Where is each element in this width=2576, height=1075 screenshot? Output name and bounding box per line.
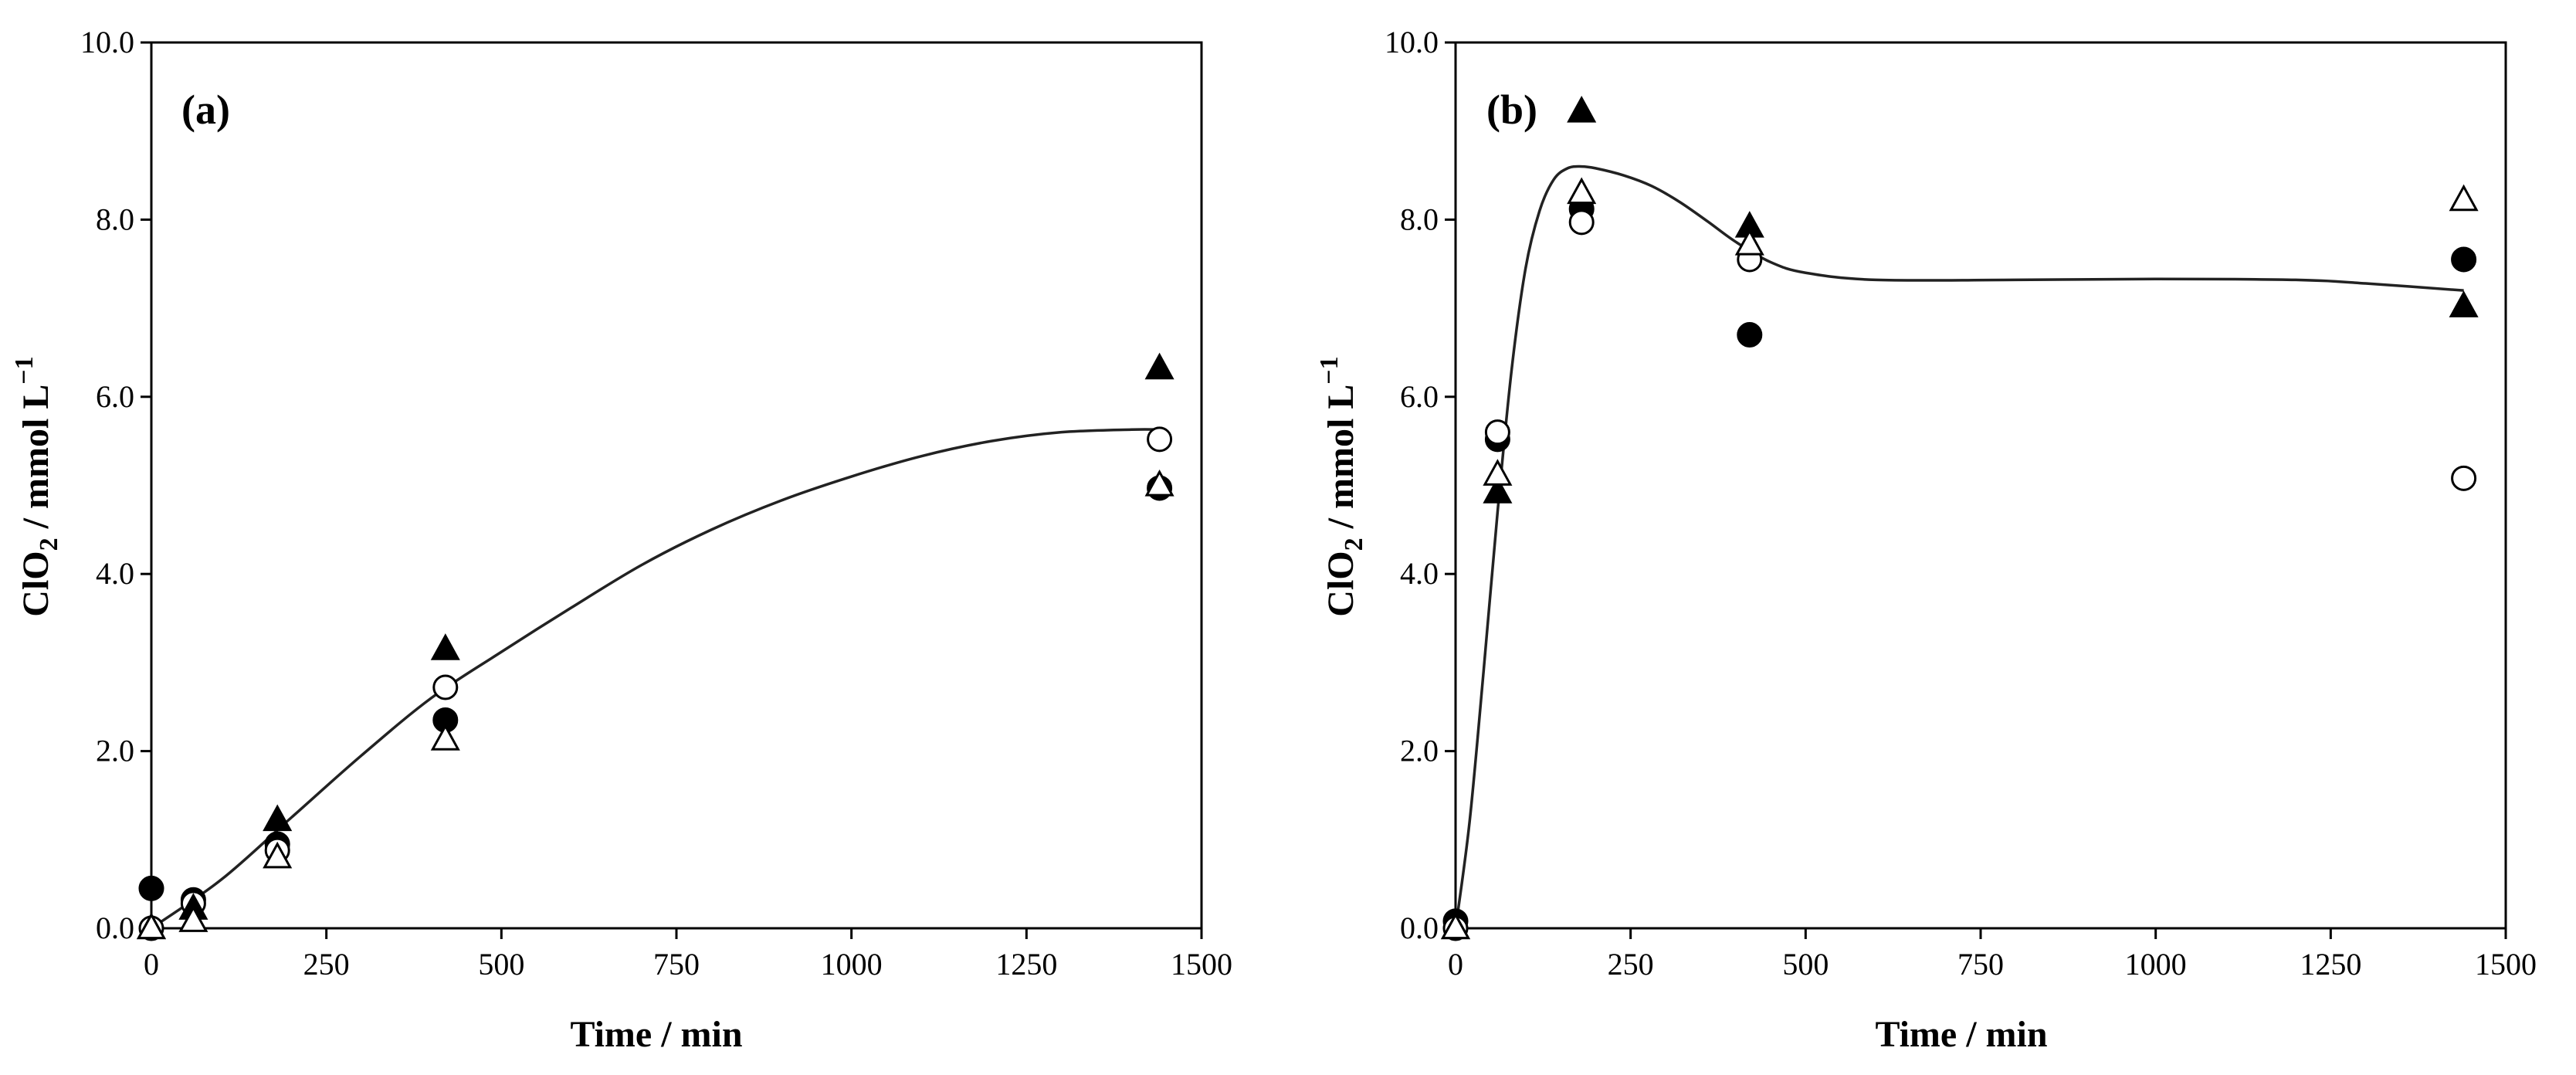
x-tick-label: 250	[1608, 947, 1654, 982]
open-triangle-point	[430, 724, 460, 751]
y-tick-label: 4.0	[1400, 556, 1439, 591]
x-axis-title: Time / min	[1875, 1014, 2047, 1055]
open-triangle-point	[2449, 184, 2479, 212]
x-tick-label: 500	[478, 947, 524, 982]
open-triangle-point	[136, 912, 167, 940]
open-circle-point	[432, 674, 459, 700]
filled-circle-point	[1737, 322, 1763, 348]
open-circle-point	[1484, 419, 1510, 446]
x-tick-label: 0	[144, 947, 159, 982]
y-axis-title-subscript: 2	[35, 538, 63, 551]
y-axis-title: ClO2 / mmol L−1	[1315, 356, 1368, 616]
y-axis-title-unit: / mmol L	[15, 385, 56, 538]
y-tick-label: 8.0	[1400, 202, 1439, 236]
open-triangle-point	[1734, 229, 1764, 256]
fit-line	[1454, 164, 2464, 929]
chart-panel-a: 0.0 2.0 4.0 6.0 8.0 10.0 0 250 500 750 1000 1250 150…	[10, 25, 1232, 1055]
filled-triangle-point	[263, 804, 293, 832]
y-tick-label: 2.0	[96, 734, 134, 768]
open-circle-point	[2451, 465, 2477, 491]
y-tick-label: 0.0	[96, 911, 134, 945]
x-tick-label: 500	[1782, 947, 1829, 982]
y-tick-label: 2.0	[1400, 734, 1439, 768]
y-tick-label: 4.0	[96, 556, 134, 591]
x-tick-label: 1000	[821, 947, 883, 982]
y-axis-title-superscript: −1	[10, 356, 39, 384]
x-tick-label: 1250	[995, 947, 1057, 982]
y-axis-title: ClO2 / mmol L−1	[10, 356, 63, 616]
open-triangle-point	[1567, 177, 1597, 205]
open-triangle-point	[263, 841, 293, 869]
panel-label: (a)	[181, 86, 230, 133]
x-tick-label: 1000	[2125, 947, 2187, 982]
filled-triangle-point	[1567, 95, 1597, 123]
y-axis-title-unit: / mmol L	[1320, 385, 1361, 538]
filled-triangle-point	[430, 633, 460, 660]
y-axis-title-main: ClO	[15, 551, 56, 616]
filled-triangle-point	[2449, 290, 2479, 317]
x-tick-label: 1500	[2475, 947, 2537, 982]
y-tick-label: 6.0	[1400, 379, 1439, 414]
x-tick-label: 750	[1957, 947, 2004, 982]
open-triangle-point	[178, 905, 208, 932]
y-tick-label: 0.0	[1400, 911, 1439, 945]
open-circle-point	[1568, 209, 1595, 236]
open-triangle-point	[1144, 469, 1174, 497]
open-triangle-point	[1440, 912, 1471, 940]
y-axis-title-subscript: 2	[1340, 538, 1368, 551]
x-tick-label: 1250	[2300, 947, 2361, 982]
y-tick-label: 6.0	[96, 379, 134, 414]
x-tick-label: 250	[303, 947, 350, 982]
y-axis-title-main: ClO	[1320, 551, 1361, 616]
filled-circle-point	[2451, 246, 2477, 273]
x-tick-label: 0	[1448, 947, 1463, 982]
panel-label: (b)	[1486, 86, 1537, 133]
filled-circle-point	[138, 875, 164, 901]
y-tick-label: 8.0	[96, 202, 134, 236]
fit-line	[151, 428, 1160, 930]
chart-panel-b: 0.0 2.0 4.0 6.0 8.0 10.0 0 250 500 750 1000 1250 150…	[1315, 25, 2537, 1055]
y-tick-label: 10.0	[1385, 25, 1439, 59]
x-tick-label: 1500	[1171, 947, 1232, 982]
filled-triangle-point	[1483, 476, 1513, 504]
x-axis-title: Time / min	[570, 1014, 742, 1055]
y-axis-title-superscript: −1	[1315, 356, 1344, 384]
open-triangle-point	[1483, 459, 1513, 486]
x-tick-label: 750	[653, 947, 700, 982]
filled-triangle-point	[1144, 352, 1174, 380]
plot-frame	[1454, 41, 2507, 930]
plot-frame	[150, 41, 1203, 930]
y-tick-label: 10.0	[80, 25, 134, 59]
open-circle-point	[1147, 426, 1173, 453]
